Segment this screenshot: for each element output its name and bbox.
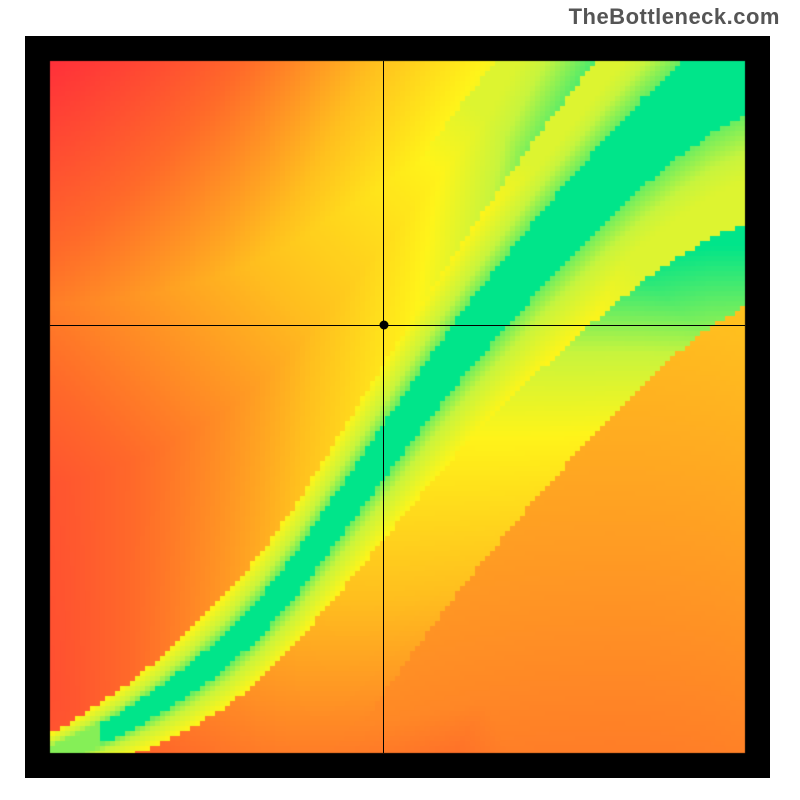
- crosshair-vertical: [383, 61, 384, 753]
- crosshair-horizontal: [50, 325, 745, 326]
- chart-container: TheBottleneck.com: [0, 0, 800, 800]
- heatmap-canvas: [25, 36, 770, 778]
- watermark-text: TheBottleneck.com: [569, 4, 780, 30]
- plot-frame: [25, 36, 770, 778]
- crosshair-dot: [379, 321, 388, 330]
